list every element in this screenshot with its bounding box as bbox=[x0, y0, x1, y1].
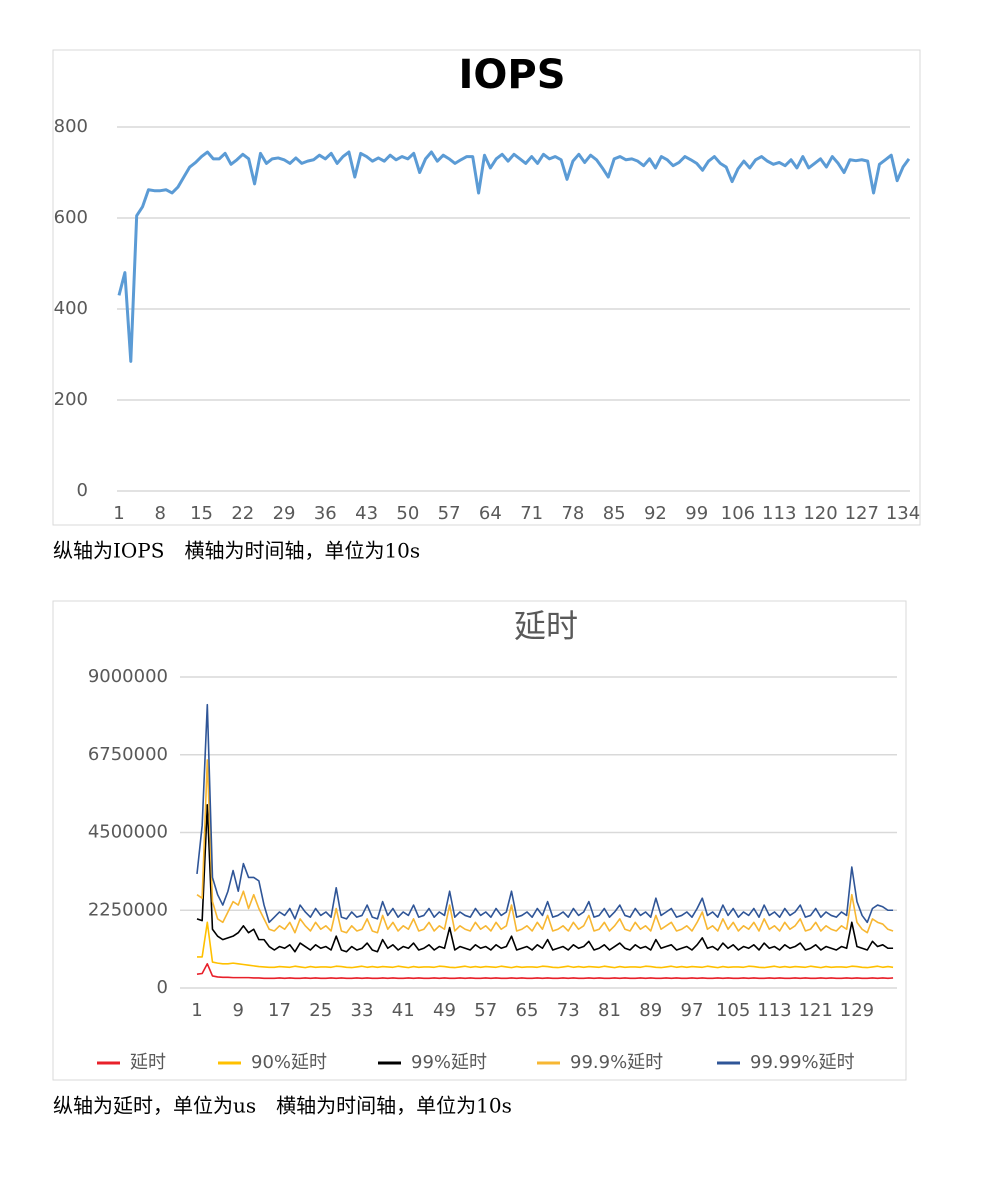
data-line bbox=[197, 921, 894, 969]
legend-label: 99%延时 bbox=[411, 1052, 487, 1073]
x-tick-label: 121 bbox=[799, 1000, 833, 1021]
x-tick-label: 65 bbox=[516, 1000, 539, 1021]
caption: 纵轴为IOPS 横轴为时间轴，单位为10s bbox=[53, 539, 420, 563]
x-tick-label: 25 bbox=[309, 1000, 332, 1021]
legend-label: 90%延时 bbox=[251, 1052, 327, 1073]
data-line bbox=[196, 703, 894, 924]
legend-label: 99.9%延时 bbox=[570, 1052, 663, 1073]
chart-title: IOPS bbox=[458, 52, 565, 98]
x-tick-label: 129 bbox=[840, 1000, 874, 1021]
data-line bbox=[196, 759, 894, 934]
x-tick-label: 113 bbox=[762, 503, 796, 524]
data-line bbox=[196, 804, 894, 953]
x-tick-label: 17 bbox=[268, 1000, 291, 1021]
x-tick-label: 29 bbox=[273, 503, 296, 524]
x-tick-label: 22 bbox=[231, 503, 254, 524]
y-tick-label: 600 bbox=[54, 207, 88, 228]
x-tick-label: 64 bbox=[479, 503, 502, 524]
data-line bbox=[117, 150, 911, 363]
legend-label: 99.99%延时 bbox=[750, 1052, 855, 1073]
y-tick-label: 800 bbox=[54, 116, 88, 137]
x-tick-label: 8 bbox=[155, 503, 166, 524]
x-tick-label: 33 bbox=[351, 1000, 374, 1021]
x-tick-label: 1 bbox=[113, 503, 124, 524]
data-line bbox=[196, 963, 894, 980]
x-tick-label: 43 bbox=[355, 503, 378, 524]
x-tick-label: 120 bbox=[803, 503, 837, 524]
chart-title: 延时 bbox=[514, 607, 578, 645]
legend-label: 延时 bbox=[130, 1052, 166, 1073]
x-tick-label: 106 bbox=[721, 503, 755, 524]
chart-frame bbox=[52, 49, 921, 526]
x-tick-label: 71 bbox=[520, 503, 543, 524]
caption: 纵轴为延时，单位为us 横轴为时间轴，单位为10s bbox=[53, 1094, 512, 1118]
x-tick-label: 85 bbox=[603, 503, 626, 524]
y-tick-label: 0 bbox=[77, 480, 88, 501]
x-tick-label: 15 bbox=[190, 503, 213, 524]
x-tick-label: 1 bbox=[191, 1000, 202, 1021]
x-tick-label: 97 bbox=[681, 1000, 704, 1021]
y-tick-label: 4500000 bbox=[88, 822, 168, 843]
x-tick-label: 57 bbox=[474, 1000, 497, 1021]
y-tick-label: 2250000 bbox=[88, 899, 168, 920]
x-tick-label: 49 bbox=[433, 1000, 456, 1021]
y-tick-label: 200 bbox=[54, 389, 88, 410]
x-tick-label: 57 bbox=[438, 503, 461, 524]
x-tick-label: 113 bbox=[757, 1000, 791, 1021]
y-tick-label: 400 bbox=[54, 298, 88, 319]
x-tick-label: 89 bbox=[639, 1000, 662, 1021]
y-tick-label: 6750000 bbox=[88, 744, 168, 765]
y-tick-label: 0 bbox=[157, 977, 168, 998]
x-tick-label: 9 bbox=[233, 1000, 244, 1021]
y-tick-label: 9000000 bbox=[88, 666, 168, 687]
x-tick-label: 50 bbox=[396, 503, 419, 524]
x-tick-label: 127 bbox=[845, 503, 879, 524]
x-tick-label: 81 bbox=[598, 1000, 621, 1021]
x-tick-label: 105 bbox=[716, 1000, 750, 1021]
x-tick-label: 92 bbox=[644, 503, 667, 524]
x-tick-label: 99 bbox=[685, 503, 708, 524]
x-tick-label: 73 bbox=[557, 1000, 580, 1021]
x-tick-label: 134 bbox=[886, 503, 920, 524]
x-tick-label: 78 bbox=[561, 503, 584, 524]
chart-frame bbox=[52, 600, 907, 1081]
x-tick-label: 41 bbox=[392, 1000, 415, 1021]
x-tick-label: 36 bbox=[314, 503, 337, 524]
